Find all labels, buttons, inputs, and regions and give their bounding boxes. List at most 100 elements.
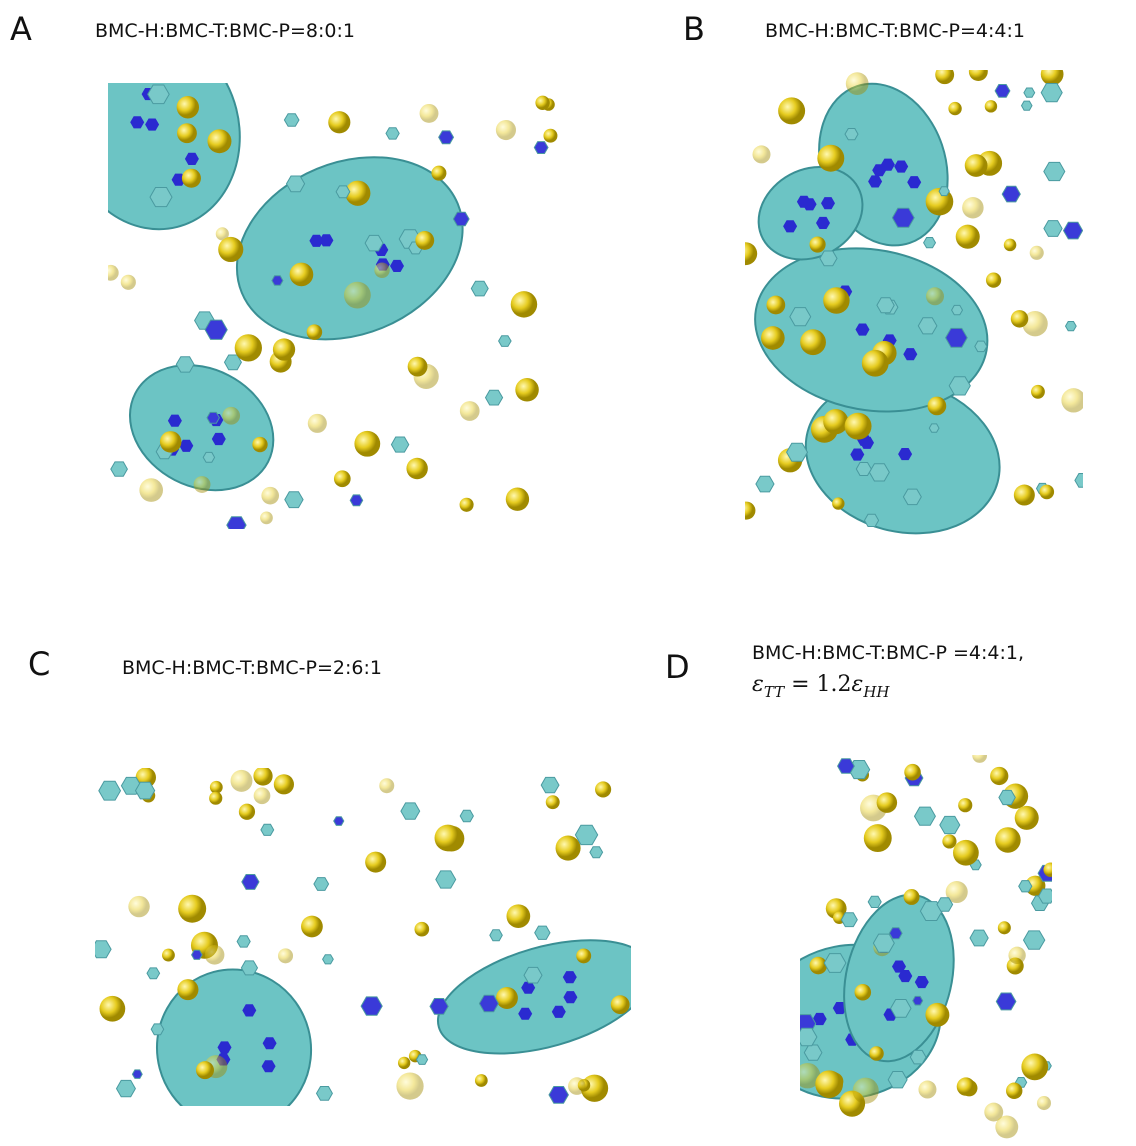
hexamer — [361, 997, 382, 1015]
yellow-sphere — [595, 781, 611, 797]
operator: = 1.2 — [784, 672, 851, 697]
yellow-sphere — [398, 1057, 410, 1069]
simulation-snapshot — [108, 83, 558, 529]
hexamer — [975, 341, 987, 352]
yellow-sphere — [334, 470, 351, 487]
yellow-sphere — [406, 458, 427, 479]
yellow-sphere — [985, 100, 997, 112]
yellow-sphere — [576, 948, 591, 963]
yellow-sphere — [778, 97, 805, 124]
yellow-sphere — [990, 767, 1008, 785]
hexamer — [1064, 222, 1083, 239]
yellow-sphere — [942, 834, 956, 848]
yellow-sphere — [995, 827, 1021, 853]
yellow-sphere — [986, 272, 1001, 287]
hexamer — [929, 424, 939, 432]
hexamer — [95, 941, 111, 958]
yellow-sphere — [956, 225, 980, 249]
yellow-sphere — [496, 987, 518, 1009]
yellow-sphere — [815, 1070, 843, 1098]
hexamer — [838, 759, 855, 774]
hexamer — [490, 930, 503, 941]
hexamer — [314, 878, 329, 891]
yellow-sphere — [817, 145, 844, 172]
hexamer — [939, 187, 949, 196]
hexamer — [1019, 881, 1032, 892]
yellow-sphere — [511, 291, 537, 317]
yellow-sphere — [862, 350, 889, 377]
hexamer — [287, 176, 305, 192]
hexamer — [323, 955, 334, 964]
hexamer — [439, 131, 454, 144]
hexamer — [946, 328, 968, 347]
yellow-sphere — [761, 326, 785, 350]
hexamer — [996, 993, 1016, 1010]
hexamer — [148, 85, 170, 104]
yellow-sphere — [160, 431, 181, 452]
yellow-sphere — [506, 904, 530, 928]
hexamer — [1041, 84, 1062, 102]
yellow-sphere — [435, 825, 462, 852]
hexamer — [207, 412, 219, 423]
subscript: HH — [863, 683, 889, 701]
figure: A BMC-H:BMC-T:BMC-P=8:0:1 B BMC-H:BMC-T:… — [0, 0, 1136, 1146]
symbol: ε — [852, 672, 864, 697]
yellow-sphere — [1008, 947, 1025, 964]
yellow-sphere — [864, 824, 892, 852]
panel-label: D — [665, 648, 690, 686]
hexamer — [949, 377, 970, 395]
hexamer — [241, 961, 257, 975]
yellow-sphere — [832, 497, 844, 509]
hexamer — [430, 999, 448, 1015]
hexamer — [1044, 221, 1062, 237]
hexamer — [136, 782, 155, 799]
yellow-sphere — [354, 431, 380, 457]
yellow-sphere — [918, 1081, 936, 1099]
hexamer — [486, 390, 503, 405]
yellow-sphere — [177, 979, 198, 1000]
hexamer — [111, 462, 128, 476]
yellow-sphere — [877, 792, 898, 813]
yellow-sphere — [177, 123, 197, 143]
hexamer — [99, 781, 121, 800]
yellow-sphere — [253, 768, 272, 786]
yellow-sphere — [904, 889, 920, 905]
yellow-sphere — [1061, 388, 1083, 412]
yellow-sphere — [496, 120, 516, 140]
yellow-sphere — [374, 263, 389, 278]
hexamer — [865, 514, 879, 526]
yellow-sphere — [260, 512, 273, 525]
yellow-sphere — [810, 957, 828, 975]
yellow-sphere — [995, 1116, 1018, 1139]
hexamer — [205, 320, 227, 339]
yellow-sphere — [515, 378, 539, 402]
symbol: ε — [752, 672, 764, 697]
hexamer — [317, 1087, 333, 1101]
yellow-sphere — [752, 145, 770, 163]
hexamer — [334, 817, 344, 826]
hexamer — [995, 85, 1010, 98]
hexamer — [471, 281, 488, 296]
hexamer — [1002, 186, 1020, 202]
hexamer — [841, 913, 857, 927]
hexamer — [203, 452, 214, 462]
yellow-sphere — [972, 755, 987, 763]
yellow-sphere — [546, 795, 560, 809]
yellow-sphere — [307, 324, 323, 340]
yellow-sphere — [254, 787, 271, 804]
yellow-sphere — [948, 102, 961, 115]
yellow-sphere — [846, 72, 869, 95]
yellow-sphere — [460, 498, 474, 512]
yellow-sphere — [420, 104, 439, 123]
yellow-sphere — [568, 1077, 586, 1095]
yellow-sphere — [261, 487, 279, 505]
yellow-sphere — [178, 895, 206, 923]
yellow-sphere — [965, 154, 988, 177]
panel-label: B — [683, 10, 705, 48]
hexamer — [227, 517, 246, 529]
yellow-sphere — [925, 1003, 949, 1027]
hexamer — [1075, 474, 1083, 488]
yellow-sphere — [543, 129, 557, 143]
hexamer — [132, 1070, 142, 1079]
yellow-sphere — [1037, 1096, 1051, 1110]
